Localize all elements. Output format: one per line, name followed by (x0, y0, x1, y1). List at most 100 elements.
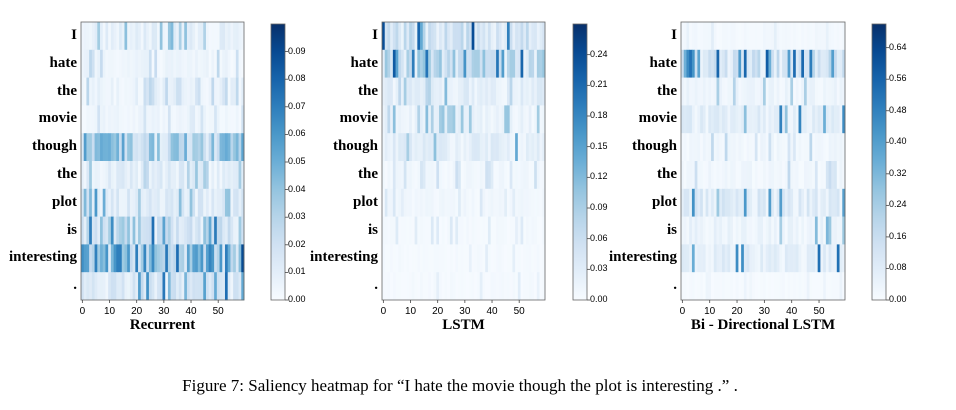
heatmap-cell (116, 77, 120, 106)
heatmap-cell (108, 161, 112, 190)
heatmap-cell (820, 188, 824, 217)
heatmap-cell (466, 77, 470, 106)
heatmap-cell (420, 272, 424, 301)
heatmap-cell (235, 22, 239, 51)
heatmap-cell (496, 22, 500, 51)
heatmap-cell (719, 244, 723, 273)
heatmap-cell (801, 49, 805, 78)
heatmap-cell (184, 244, 188, 273)
heatmap-cell (235, 49, 239, 78)
heatmap-cell (536, 161, 540, 190)
heatmap-cell (197, 161, 201, 190)
heatmap-cell (230, 22, 234, 51)
heatmap-cell (110, 133, 114, 162)
heatmap-cell (763, 49, 767, 78)
heatmap-cell (447, 105, 451, 134)
heatmap-cell (749, 77, 753, 106)
heatmap-cell (798, 161, 802, 190)
heatmap-cell (477, 161, 481, 190)
heatmap-cell (422, 272, 426, 301)
heatmap-cell (132, 133, 136, 162)
heatmap-cell (520, 105, 524, 134)
heatmap-cell (836, 216, 840, 245)
heatmap-cell (485, 244, 489, 273)
heatmap-cell (108, 105, 112, 134)
heatmap-cell (224, 49, 229, 78)
heatmap-cell (716, 133, 720, 162)
heatmap-cell (417, 133, 421, 162)
heatmap-cell (779, 105, 783, 134)
heatmap-cell (411, 272, 415, 301)
heatmap-cell (214, 188, 218, 217)
heatmap-cell (422, 22, 426, 51)
heatmap-cell (116, 161, 120, 190)
heatmap-cell (233, 49, 237, 78)
heatmap-cell (148, 105, 152, 134)
heatmap-cell (159, 77, 163, 106)
heatmap-cell (121, 244, 125, 273)
heatmap-cell (754, 216, 758, 245)
heatmap-cell (181, 77, 185, 106)
heatmap-cell (836, 105, 840, 134)
heatmap-cell (795, 22, 799, 51)
heatmap-cell (86, 188, 90, 217)
heatmap-cell (91, 22, 95, 51)
heatmap-cell (727, 161, 731, 190)
heatmap-cell (121, 188, 125, 217)
heatmap-cell (787, 161, 791, 190)
heatmap-cell (428, 77, 432, 106)
heatmap-cell (825, 133, 829, 162)
colorbar (871, 23, 887, 301)
heatmap-cell (441, 188, 445, 217)
heatmap-cell (447, 188, 451, 217)
heatmap-cell (496, 161, 500, 190)
heatmap-cell (768, 244, 772, 273)
heatmap-cell (105, 105, 109, 134)
heatmap-cell (683, 161, 687, 190)
heatmap-cell (763, 272, 767, 301)
heatmap-cell (132, 272, 136, 301)
heatmap-cell (409, 216, 413, 245)
heatmap-cell (387, 77, 391, 106)
heatmap-cell (384, 272, 388, 301)
heatmap-cell (531, 161, 535, 190)
heatmap-cell (452, 188, 456, 217)
heatmap-cell (390, 133, 394, 162)
x-tick-label: 40 (786, 306, 798, 317)
heatmap-cell (135, 272, 139, 301)
heatmap-cell (730, 216, 734, 245)
heatmap-cell (157, 216, 161, 245)
heatmap-cell (738, 77, 742, 106)
heatmap-cell (170, 133, 174, 162)
heatmap-cell (743, 49, 747, 78)
heatmap-cell (741, 188, 745, 217)
row-label: plot (51, 193, 77, 210)
colorbar-tick-label: 0.01 (288, 266, 306, 277)
heatmap-cell (820, 161, 824, 190)
heatmap-cell (741, 22, 745, 51)
heatmap-cell (119, 49, 123, 78)
heatmap-cell (189, 161, 193, 190)
heatmap-cell (773, 272, 778, 301)
colorbar-tick-label: 0.18 (590, 110, 608, 120)
heatmap-cell (705, 244, 709, 273)
heatmap-cell (735, 244, 739, 273)
heatmap-cell (89, 22, 93, 51)
heatmap-cell (425, 161, 429, 190)
heatmap-cell (702, 244, 706, 273)
heatmap-cell (686, 133, 690, 162)
heatmap-cell (444, 77, 448, 106)
heatmap-cell (681, 49, 685, 78)
x-tick-label: 0 (380, 306, 387, 317)
heatmap-cell (195, 272, 199, 301)
heatmap-cell (831, 22, 835, 51)
heatmap-cell (793, 188, 797, 217)
heatmap-cell (823, 133, 827, 162)
heatmap-cell (211, 133, 215, 162)
heatmap-cell (686, 77, 690, 106)
heatmap-cell (806, 77, 810, 106)
heatmap-cell (195, 244, 199, 273)
heatmap-cell (403, 161, 407, 190)
heatmap-cell (765, 272, 769, 301)
heatmap-cell (208, 133, 212, 162)
